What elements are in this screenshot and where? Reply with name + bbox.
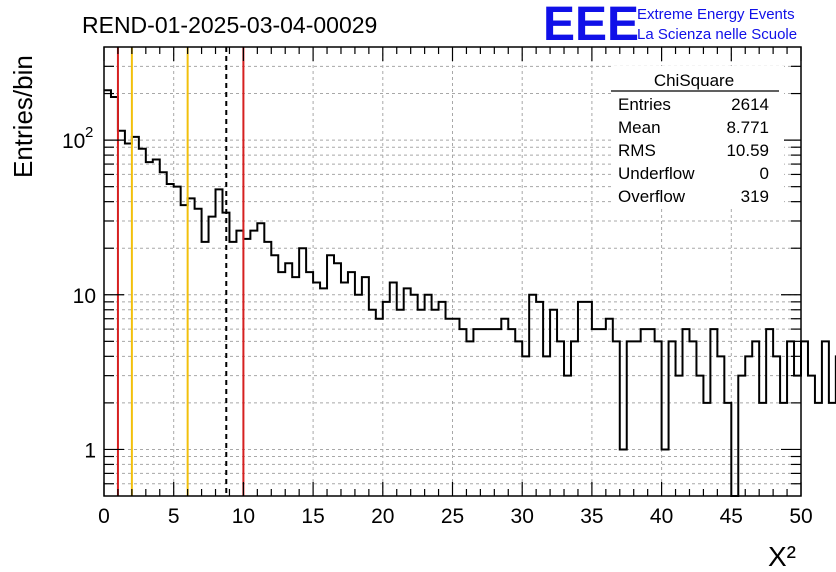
stats-row-label: RMS	[618, 141, 656, 160]
stats-row-label: Overflow	[618, 187, 686, 206]
eee-logo-text: EEE	[543, 0, 639, 51]
stats-row-value: 0	[760, 164, 769, 183]
reference-lines	[116, 47, 245, 496]
stats-row-value: 2614	[731, 95, 769, 114]
x-tick-label: 15	[301, 505, 324, 528]
x-tick-label: 30	[511, 505, 534, 528]
eee-logo-line2: La Scienza nelle Scuole	[637, 26, 797, 43]
histogram-bar	[801, 341, 808, 496]
stats-box: ChiSquare Entries 2614 Mean 8.771 RMS 10.59 Un…	[611, 66, 784, 208]
histogram-outline	[104, 89, 836, 497]
stats-row-label: Entries	[618, 95, 671, 114]
eee-logo-line1: Extreme Energy Events	[637, 6, 795, 23]
histogram-bar	[815, 403, 822, 496]
x-tick-label: 5	[168, 505, 180, 528]
x-tick-labels: 0 5 10 15 20 25 30 35 40 45 50	[98, 505, 813, 528]
stats-box-title: ChiSquare	[654, 71, 734, 90]
y-tick-label: 10	[73, 285, 96, 308]
x-tick-label: 35	[580, 505, 603, 528]
x-tick-label: 25	[441, 505, 464, 528]
stats-row-value: 10.59	[726, 141, 769, 160]
stats-row-value: 319	[741, 187, 769, 206]
x-tick-label: 0	[98, 505, 110, 528]
x-tick-label: 50	[789, 505, 812, 528]
histogram-bar	[808, 376, 815, 496]
x-tick-label: 40	[650, 505, 673, 528]
axis-ticks	[103, 47, 802, 496]
x-axis-label: X²	[768, 541, 796, 572]
y-tick-label-exponent: 2	[85, 124, 93, 141]
stats-rows: Entries 2614 Mean 8.771 RMS 10.59 Underflow 0 Ov…	[618, 95, 769, 206]
eee-logo: EEE Extreme Energy Events La Scienza nel…	[543, 0, 797, 51]
stats-box-bg	[611, 66, 784, 208]
x-tick-label: 20	[371, 505, 394, 528]
x-tick-label: 10	[232, 505, 255, 528]
chart-title: REND-01-2025-03-04-00029	[82, 12, 377, 38]
stats-row-label: Mean	[618, 118, 661, 137]
y-tick-label: 1	[84, 439, 96, 462]
stats-row-value: 8.771	[726, 118, 769, 137]
histogram-bar	[829, 403, 836, 496]
histogram-bar	[822, 341, 829, 496]
y-axis-label: Entries/bin	[8, 55, 38, 178]
stats-row-label: Underflow	[618, 164, 695, 183]
y-tick-label: 10	[62, 130, 85, 153]
x-tick-label: 45	[720, 505, 743, 528]
